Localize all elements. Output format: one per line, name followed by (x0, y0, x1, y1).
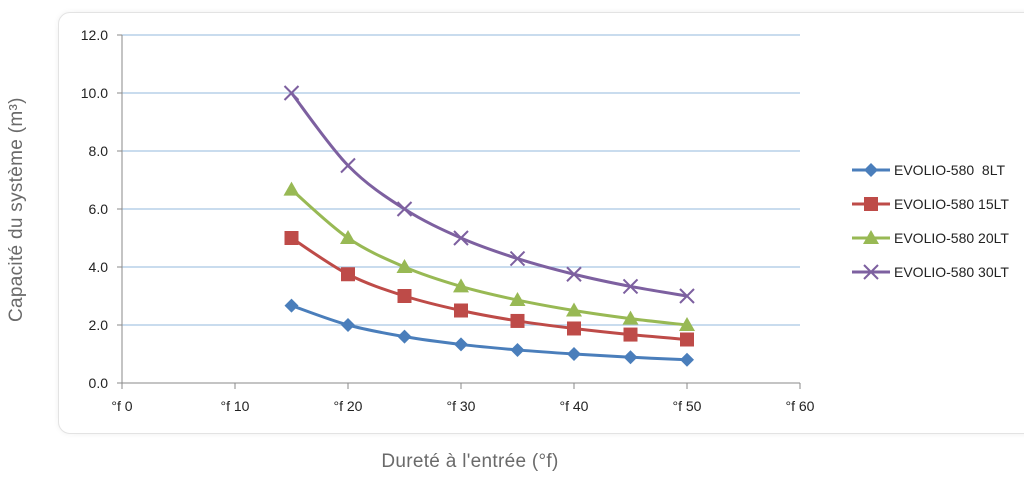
data-point (397, 289, 412, 303)
data-point (622, 310, 639, 325)
legend-marker (864, 197, 878, 211)
data-point (680, 332, 694, 347)
y-tick-label: 10.0 (81, 85, 108, 101)
data-point (622, 278, 639, 295)
x-axis-label: Dureté à l'entrée (°f) (381, 451, 559, 472)
data-point (509, 250, 526, 267)
series-1 (284, 298, 694, 367)
data-point (396, 201, 413, 217)
data-point (284, 231, 299, 245)
data-point (509, 292, 526, 307)
x-tick-label: °f 0 (111, 398, 132, 414)
x-tick-label: °f 50 (673, 398, 702, 414)
x-tick-label: °f 40 (560, 398, 589, 414)
series-line (290, 92, 688, 298)
data-point (397, 329, 412, 344)
legend-label: EVOLIO-580 20LT (894, 230, 1009, 246)
legend-marker (864, 163, 878, 177)
series-line (290, 188, 688, 327)
x-tick-label: °f 20 (334, 398, 363, 414)
y-tick-label: 0.0 (89, 375, 109, 391)
marker-stroke (509, 250, 526, 267)
data-point (341, 318, 355, 332)
marker-stroke (622, 278, 639, 295)
chart-frame (58, 12, 1024, 434)
data-point (454, 337, 468, 352)
data-point (566, 302, 582, 317)
x-tick-labels: °f 0 °f 10 °f 20 °f 30 °f 40 °f 50 °f 60 (111, 398, 814, 414)
marker-stroke (566, 266, 582, 282)
data-point (567, 321, 581, 336)
legend: EVOLIO-580 8LT EVOLIO-580 15LT EVOLIO-580 … (852, 162, 1009, 280)
series-4 (283, 85, 695, 304)
data-point (680, 352, 694, 367)
marker-stroke (863, 264, 879, 280)
data-point (341, 267, 355, 282)
marker-stroke (679, 288, 695, 304)
data-point (340, 157, 356, 174)
data-point (623, 350, 638, 365)
y-tick-label: 2.0 (89, 317, 109, 333)
legend-label: EVOLIO-580 8LT (894, 162, 1005, 178)
x-tick-label: °f 30 (447, 398, 476, 414)
legend-marker (863, 230, 879, 244)
data-point (623, 327, 638, 342)
x-tick-label: °f 60 (786, 398, 815, 414)
x-tick-label: °f 10 (221, 398, 250, 414)
y-tick-label: 6.0 (89, 201, 109, 217)
series-2 (284, 231, 694, 347)
data-point (567, 347, 581, 361)
series-group (283, 85, 695, 367)
data-point (510, 342, 525, 357)
marker-stroke (396, 201, 413, 217)
data-point (453, 278, 469, 293)
marker-stroke (340, 157, 356, 174)
legend-label: EVOLIO-580 15LT (894, 196, 1009, 212)
data-point (283, 85, 300, 101)
series-3 (283, 181, 695, 331)
data-point (679, 288, 695, 304)
legend-entry-2: EVOLIO-580 15LT (852, 196, 1009, 212)
data-point (396, 259, 413, 273)
axes (117, 34, 801, 389)
data-point (283, 181, 300, 196)
legend-entry-4: EVOLIO-580 30LT (852, 264, 1009, 280)
legend-entry-1: EVOLIO-580 8LT (852, 162, 1005, 178)
y-tick-label: 4.0 (89, 259, 109, 275)
legend-entry-3: EVOLIO-580 20LT (852, 230, 1009, 246)
marker-stroke (283, 85, 300, 101)
data-point (340, 230, 356, 244)
data-point (679, 317, 695, 331)
data-point (510, 313, 525, 328)
data-point (566, 266, 582, 282)
legend-label: EVOLIO-580 30LT (894, 264, 1009, 280)
data-point (454, 303, 468, 318)
marker-stroke (453, 230, 469, 246)
data-point (284, 298, 299, 313)
legend-marker (863, 264, 879, 280)
y-tick-label: 8.0 (89, 143, 109, 159)
y-tick-labels: 0.0 2.0 4.0 6.0 8.0 10.0 12.0 (81, 27, 108, 391)
data-point (453, 230, 469, 246)
y-tick-label: 12.0 (81, 27, 108, 43)
